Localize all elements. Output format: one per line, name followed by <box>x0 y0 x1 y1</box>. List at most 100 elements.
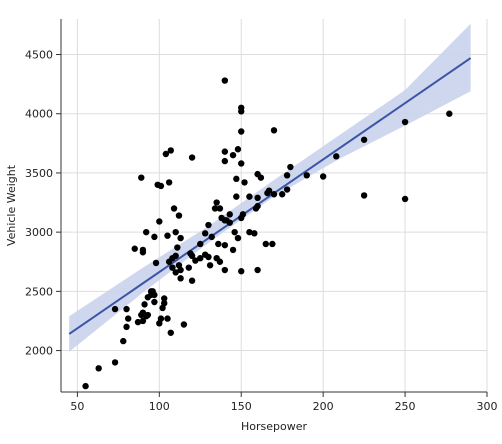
data-point <box>262 240 270 248</box>
x-tick-label: 150 <box>231 400 252 413</box>
y-tick-label: 3500 <box>25 167 53 180</box>
data-point <box>197 254 204 262</box>
data-point <box>192 257 199 264</box>
data-point <box>143 228 150 236</box>
data-point <box>149 288 156 295</box>
data-point <box>270 127 278 134</box>
data-point <box>170 205 178 212</box>
data-point <box>123 305 130 313</box>
data-point <box>201 230 209 237</box>
data-point <box>215 240 222 248</box>
data-point <box>167 329 174 336</box>
data-point <box>172 269 179 276</box>
data-point <box>164 232 171 239</box>
data-point <box>229 246 237 254</box>
data-point <box>213 199 220 206</box>
y-tick-label: 4000 <box>25 108 53 121</box>
data-point <box>270 191 278 198</box>
data-point <box>221 77 229 84</box>
data-point <box>446 110 453 117</box>
regression-line-layer <box>68 57 472 335</box>
data-point <box>141 301 148 308</box>
data-point <box>134 318 142 326</box>
data-point <box>82 382 89 390</box>
y-tick-label: 2500 <box>25 285 53 298</box>
data-point <box>167 147 174 154</box>
y-tick-label: 4500 <box>25 49 53 62</box>
data-point <box>185 264 192 271</box>
data-point <box>231 228 238 236</box>
data-point <box>188 277 196 284</box>
data-point <box>238 128 245 135</box>
x-tick-label: 300 <box>477 400 498 413</box>
data-point <box>254 266 261 274</box>
data-point <box>226 211 233 218</box>
data-point <box>287 163 294 171</box>
data-point <box>201 251 209 258</box>
data-point <box>211 205 219 212</box>
data-point <box>151 233 158 241</box>
data-point <box>165 179 173 186</box>
data-point <box>226 219 233 226</box>
data-point <box>283 186 291 193</box>
data-point <box>360 136 368 143</box>
data-point <box>208 233 215 241</box>
data-point <box>333 153 340 160</box>
data-point <box>234 234 242 242</box>
data-point <box>169 264 176 271</box>
data-point <box>206 262 214 269</box>
data-point <box>251 230 258 237</box>
data-point <box>180 321 188 328</box>
data-point <box>254 202 261 210</box>
data-point <box>216 258 224 265</box>
data-point <box>401 195 409 203</box>
data-point <box>111 359 119 366</box>
data-point <box>124 315 132 322</box>
data-point <box>221 157 229 165</box>
data-point <box>241 179 248 186</box>
data-point <box>269 240 276 248</box>
data-point <box>221 241 229 249</box>
data-point <box>205 221 212 229</box>
data-point <box>187 250 194 257</box>
data-point <box>152 259 160 267</box>
data-point <box>233 193 240 200</box>
data-point <box>246 228 253 236</box>
data-point <box>238 104 245 112</box>
data-points <box>82 77 453 390</box>
data-point <box>138 174 145 181</box>
data-point <box>144 311 152 319</box>
grid <box>61 19 488 392</box>
data-point <box>221 148 229 155</box>
data-point <box>175 212 183 219</box>
data-point <box>154 181 161 188</box>
data-point <box>234 146 242 153</box>
data-point <box>238 268 245 275</box>
data-point <box>157 315 165 322</box>
data-point <box>161 299 168 307</box>
data-point <box>197 240 204 248</box>
data-point <box>151 298 158 306</box>
data-point <box>188 154 196 161</box>
data-point <box>174 244 181 251</box>
axes: 50 100 150 200 250 300 2000 2500 3000 3500 4000 450… <box>25 19 498 413</box>
data-point <box>161 295 168 302</box>
data-point <box>254 194 261 202</box>
data-point <box>120 337 127 345</box>
data-point <box>156 218 163 225</box>
data-point <box>401 118 409 126</box>
data-point <box>177 266 184 274</box>
data-point <box>278 191 286 198</box>
data-point <box>111 305 119 313</box>
data-point <box>164 315 171 322</box>
data-point <box>303 172 310 179</box>
x-tick-label: 100 <box>149 400 170 413</box>
data-point <box>265 187 273 194</box>
y-axis-title: Vehicle Weight <box>5 164 18 246</box>
data-point <box>172 228 179 236</box>
data-point <box>221 266 229 274</box>
data-point <box>177 234 184 242</box>
data-point <box>246 193 253 200</box>
